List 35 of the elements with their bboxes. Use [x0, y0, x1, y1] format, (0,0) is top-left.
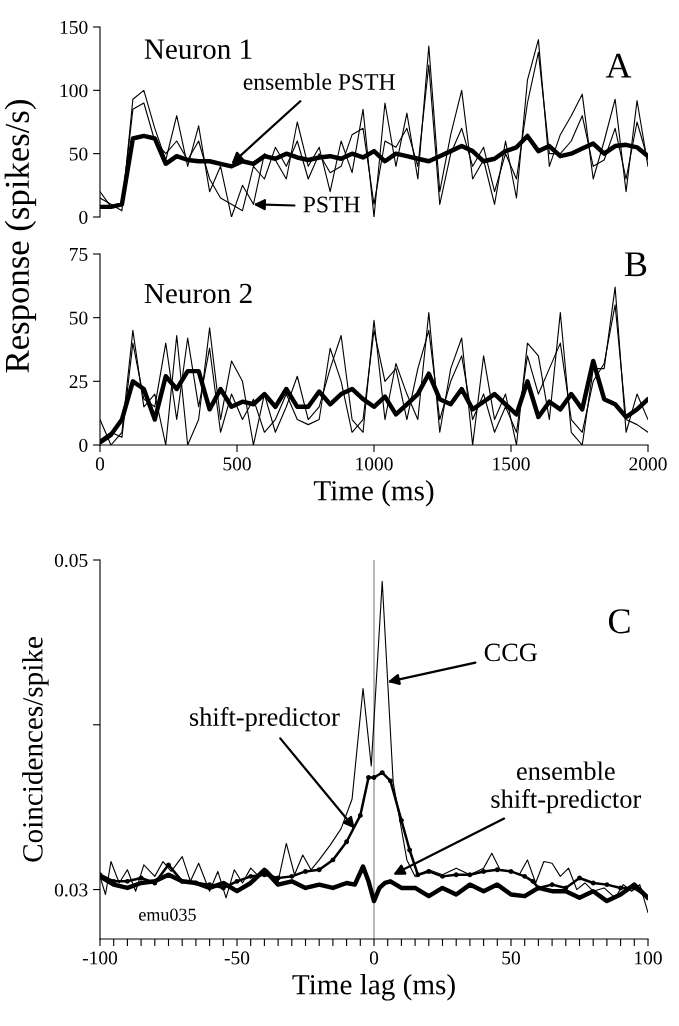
x-tick-label: 100	[635, 951, 662, 965]
annotation: emu035	[139, 908, 196, 921]
y-tick-label: 0.05	[54, 553, 88, 568]
x-axis-title: Time (ms)	[313, 479, 434, 507]
x-tick-label: 2000	[629, 457, 667, 471]
y-tick-label: 150	[60, 20, 88, 34]
annotation: ensemble PSTH	[243, 73, 395, 90]
y-axis-title: Response (spikes/s)	[4, 100, 37, 373]
annotation: ensemble shift-predictor	[491, 761, 642, 814]
y-tick-label: 0.03	[54, 883, 88, 897]
x-tick-label: 1500	[493, 457, 530, 471]
x-tick-label: 0	[369, 951, 379, 965]
x-axis-title: Time lag (ms)	[292, 973, 455, 1001]
annotation: PSTH	[303, 196, 360, 213]
annotation: Neuron 1	[144, 39, 252, 59]
annotation: C	[608, 609, 630, 634]
x-tick-label: 50	[502, 951, 520, 965]
x-tick-label: 1000	[356, 457, 393, 471]
y-tick-label: 50	[69, 311, 88, 325]
x-tick-label: 0	[95, 457, 105, 471]
annotation: CCG	[484, 643, 538, 662]
annotation: Neuron 2	[144, 283, 252, 304]
x-tick-label: -100	[82, 951, 118, 965]
x-tick-label: -50	[224, 951, 250, 965]
annotation: shift-predictor	[190, 707, 340, 732]
y-tick-label: 25	[69, 375, 88, 389]
y-tick-label: 100	[60, 84, 88, 98]
y-tick-label: 50	[69, 147, 88, 161]
annotation: B	[624, 252, 647, 277]
y-axis-title: Coincidences/spike	[22, 637, 49, 862]
y-tick-label: 0	[79, 438, 88, 452]
y-tick-label: 0	[79, 210, 88, 224]
annotation: A	[605, 53, 632, 78]
y-tick-label: 75	[70, 248, 88, 261]
x-tick-label: 500	[223, 457, 251, 471]
